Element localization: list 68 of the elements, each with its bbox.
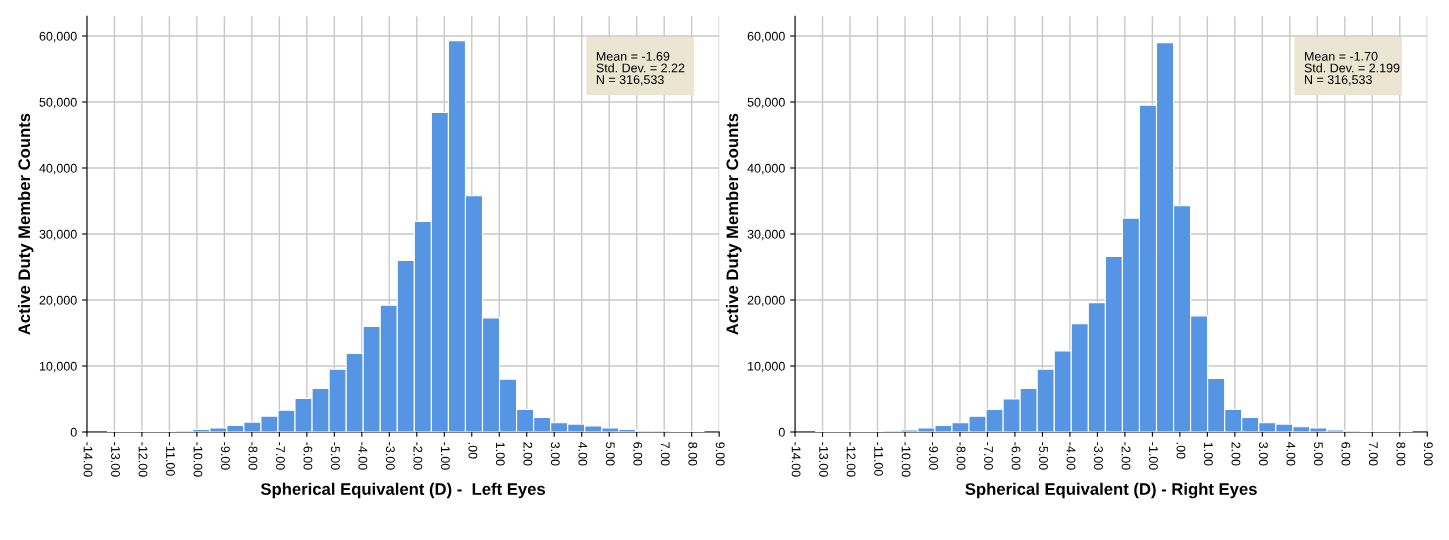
x-tick-label: -4.00 bbox=[1066, 442, 1076, 470]
x-tick-label: -7.00 bbox=[984, 442, 993, 470]
x-tick-label: 5.00 bbox=[605, 442, 615, 466]
y-tick-label: 50,000 bbox=[747, 97, 785, 109]
x-tick-label: -9.00 bbox=[221, 442, 230, 470]
x-tick-label: 9.00 bbox=[1423, 442, 1433, 466]
x-tick-label: 4.00 bbox=[1286, 442, 1296, 466]
x-tick-label: -12.00 bbox=[846, 442, 856, 477]
x-tick-label: -1.00 bbox=[440, 442, 450, 470]
x-tick-label: -5.00 bbox=[1039, 442, 1048, 470]
y-axis-title: Active Duty Member Counts bbox=[17, 113, 34, 335]
x-tick-label: -12.00 bbox=[138, 442, 148, 477]
x-tick-label: -2.00 bbox=[1121, 442, 1131, 470]
x-tick-label: -5.00 bbox=[330, 442, 340, 470]
x-tick-label: -6.00 bbox=[1011, 442, 1021, 470]
y-tick-label: 10,000 bbox=[748, 361, 785, 373]
x-axis-title: Spherical Equivalent (D) - Right Eyes bbox=[965, 482, 1257, 499]
x-tick-label: 7.00 bbox=[1368, 442, 1378, 466]
x-tick-label: -14.00 bbox=[791, 442, 801, 477]
y-tick-label: 40,000 bbox=[39, 163, 77, 175]
x-tick-label: -8.00 bbox=[248, 442, 258, 470]
x-tick-label: 8.00 bbox=[688, 442, 698, 466]
x-tick-label: -3.00 bbox=[1094, 442, 1103, 470]
y-tick-label: 20,000 bbox=[39, 295, 77, 307]
y-axis-title: Active Duty Member Counts bbox=[725, 113, 742, 335]
y-tick-label: 0 bbox=[70, 427, 77, 437]
y-tick-label: 20,000 bbox=[747, 295, 785, 307]
y-tick-label: 50,000 bbox=[39, 97, 77, 109]
x-tick-label: .00 bbox=[1176, 442, 1186, 459]
x-tick-label: 4.00 bbox=[578, 442, 588, 466]
y-tick-label: 0 bbox=[778, 427, 785, 437]
x-tick-label: -8.00 bbox=[956, 442, 966, 470]
x-tick-label: -1.00 bbox=[1149, 442, 1158, 470]
x-tick-label: -2.00 bbox=[413, 442, 423, 470]
x-tick-label: 2.00 bbox=[1231, 442, 1241, 466]
x-tick-label: 2.00 bbox=[523, 442, 533, 466]
y-tick-label: 30,000 bbox=[39, 229, 77, 241]
x-tick-label: -4.00 bbox=[358, 442, 368, 470]
x-tick-label: -9.00 bbox=[929, 442, 938, 470]
x-tick-label: .00 bbox=[468, 442, 478, 459]
y-tick-label: 30,000 bbox=[747, 229, 785, 241]
x-tick-label: -6.00 bbox=[303, 442, 313, 470]
y-tick-label: 10,000 bbox=[39, 361, 77, 373]
x-tick-label: 1.00 bbox=[1204, 442, 1213, 466]
y-tick-label: 40,000 bbox=[747, 163, 785, 175]
x-axis-title: Spherical Equivalent (D) - Left Eyes bbox=[260, 482, 546, 499]
x-tick-label: -11.00 bbox=[874, 442, 883, 476]
x-tick-label: 7.00 bbox=[660, 442, 670, 466]
annotation: Mean = -1.70 Std. Dev. = 2.199 N = 316,533 bbox=[1304, 51, 1400, 86]
y-tick-label: 60,000 bbox=[39, 31, 77, 43]
y-tick-label: 60,000 bbox=[747, 31, 785, 43]
x-tick-label: 9.00 bbox=[715, 442, 725, 466]
x-tick-label: 3.00 bbox=[550, 442, 560, 466]
x-tick-label: -10.00 bbox=[193, 442, 203, 477]
x-tick-label: -10.00 bbox=[901, 442, 911, 477]
x-tick-label: 8.00 bbox=[1396, 442, 1406, 466]
x-tick-label: 1.00 bbox=[495, 442, 505, 466]
x-tick-label: -11.00 bbox=[166, 442, 175, 476]
x-tick-label: 3.00 bbox=[1258, 442, 1268, 466]
annotation: Mean = -1.69 Std. Dev. = 2.22 N = 316,533 bbox=[596, 51, 685, 86]
x-tick-label: 6.00 bbox=[1341, 442, 1351, 466]
x-tick-label: -13.00 bbox=[111, 442, 120, 477]
x-tick-label: 5.00 bbox=[1313, 442, 1323, 466]
x-tick-label: 6.00 bbox=[633, 442, 643, 466]
x-tick-label: -7.00 bbox=[276, 442, 285, 470]
x-tick-label: -14.00 bbox=[83, 442, 93, 477]
x-tick-label: -3.00 bbox=[385, 442, 395, 470]
x-tick-label: -13.00 bbox=[819, 442, 829, 477]
